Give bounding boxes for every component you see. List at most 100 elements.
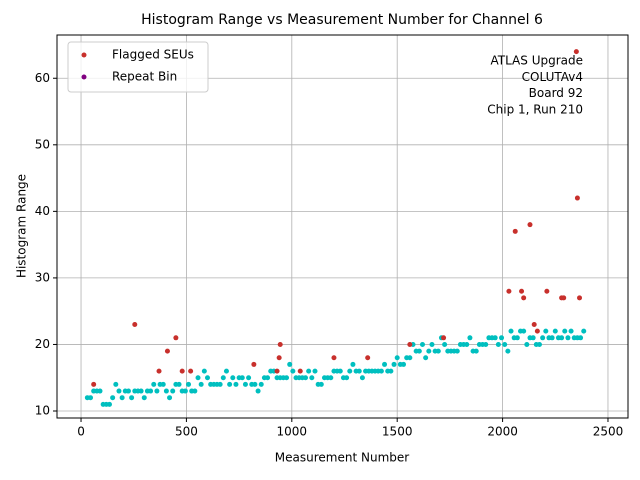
point: [154, 388, 160, 394]
point: [388, 368, 394, 374]
point: [306, 368, 312, 374]
point: [251, 361, 257, 367]
point: [309, 375, 315, 381]
y-tick-label: 30: [35, 270, 50, 284]
point: [519, 288, 525, 294]
point: [426, 348, 432, 354]
point: [506, 288, 512, 294]
point: [492, 335, 498, 341]
point: [188, 368, 194, 374]
point: [328, 375, 334, 381]
point: [138, 388, 144, 394]
point: [287, 361, 293, 367]
point: [350, 361, 356, 367]
point: [378, 368, 384, 374]
point: [416, 348, 422, 354]
point: [467, 335, 473, 341]
point: [568, 328, 574, 334]
point: [508, 328, 514, 334]
point: [442, 341, 448, 347]
point: [536, 341, 542, 347]
point: [132, 321, 138, 327]
point: [125, 388, 131, 394]
point: [284, 375, 290, 381]
point: [173, 335, 179, 341]
point: [201, 368, 207, 374]
annotation: Chip 1, Run 210: [487, 102, 583, 116]
point: [141, 395, 147, 401]
point: [91, 381, 97, 387]
point: [483, 341, 489, 347]
point: [549, 335, 555, 341]
point: [521, 328, 527, 334]
point: [246, 375, 252, 381]
x-tick-label: 2500: [593, 425, 624, 439]
x-tick-label: 2000: [487, 425, 518, 439]
point: [186, 381, 192, 387]
point: [198, 381, 204, 387]
point: [559, 335, 565, 341]
point: [176, 381, 182, 387]
point: [113, 381, 119, 387]
point: [258, 381, 264, 387]
point: [164, 348, 170, 354]
point: [88, 395, 94, 401]
point: [230, 375, 236, 381]
point: [534, 328, 540, 334]
point: [110, 395, 116, 401]
point: [464, 341, 470, 347]
point: [407, 341, 413, 347]
point: [192, 388, 198, 394]
point: [182, 388, 188, 394]
point: [441, 335, 447, 341]
point: [578, 335, 584, 341]
point: [527, 222, 533, 228]
point: [429, 341, 435, 347]
legend-box: [67, 41, 209, 93]
point: [473, 348, 479, 354]
y-tick-label: 60: [35, 71, 50, 85]
point: [356, 368, 362, 374]
point: [179, 368, 185, 374]
annotation: ATLAS Upgrade: [490, 54, 583, 68]
point: [195, 375, 201, 381]
point: [116, 388, 122, 394]
legend-label: Flagged SEUs: [112, 48, 194, 62]
legend-marker: [81, 74, 87, 80]
point: [543, 328, 549, 334]
point: [540, 335, 546, 341]
point: [170, 388, 176, 394]
point: [544, 288, 550, 294]
point: [531, 321, 537, 327]
point: [151, 381, 157, 387]
annotation: COLUTAv4: [522, 70, 583, 84]
point: [239, 375, 245, 381]
point: [561, 295, 567, 301]
point: [359, 375, 365, 381]
point: [303, 375, 309, 381]
point: [499, 335, 505, 341]
point: [252, 381, 258, 387]
point: [512, 228, 518, 234]
point: [391, 361, 397, 367]
point: [394, 355, 400, 361]
point: [562, 328, 568, 334]
chart-title: Histogram Range vs Measurement Number fo…: [141, 12, 543, 28]
point: [233, 381, 239, 387]
point: [265, 375, 271, 381]
point: [167, 395, 173, 401]
point: [242, 381, 248, 387]
x-axis-label: Measurement Number: [275, 451, 409, 465]
point: [119, 395, 125, 401]
point: [573, 49, 579, 55]
y-axis-label: Histogram Range: [15, 174, 29, 278]
point: [331, 355, 337, 361]
point: [337, 368, 343, 374]
point: [204, 375, 210, 381]
point: [129, 395, 135, 401]
annotation: Board 92: [529, 86, 583, 100]
point: [312, 368, 318, 374]
point: [297, 368, 303, 374]
y-tick-label: 40: [35, 204, 50, 218]
